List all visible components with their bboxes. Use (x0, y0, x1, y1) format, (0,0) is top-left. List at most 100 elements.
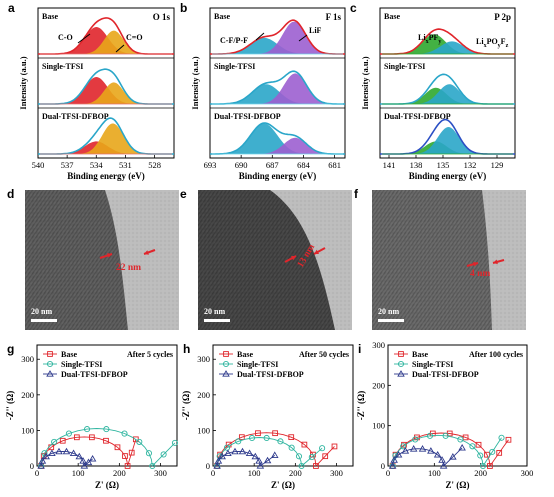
component-peak-1 (210, 123, 345, 154)
peak-label: C=O (126, 33, 143, 42)
data-point-circle (479, 462, 487, 470)
x-tick-label: 200 (289, 468, 302, 478)
xps-frame (37, 7, 175, 159)
xps-frame (379, 7, 516, 159)
data-point-triangle (439, 462, 448, 469)
data-point-square (484, 451, 490, 458)
legend-marker (397, 360, 405, 368)
data-point-circle (457, 436, 464, 443)
data-point-circle (263, 434, 270, 442)
data-point-triangle (388, 462, 397, 469)
data-point-triangle (438, 456, 446, 463)
row-label: Dual-TFSI-DFBOP (214, 112, 281, 121)
data-point-triangle (224, 449, 232, 457)
x-tick-label: 0 (211, 468, 215, 478)
xps-panel-a: a O 1s Base Single-TFSI Dual-TFSI-DFBOP C-O C=… (8, 1, 175, 181)
element-label: F 1s (326, 12, 342, 22)
data-point-triangle (409, 445, 418, 452)
peak-label: C-F/P-F (220, 36, 248, 45)
legend-label: Dual-TFSI-DFBOP (412, 370, 479, 379)
data-point-square (401, 441, 407, 448)
data-point-circle (442, 432, 449, 439)
data-point-triangle (255, 457, 263, 464)
x-tick-label: 537 (61, 160, 74, 170)
subscript: x (426, 39, 429, 45)
data-point-circle (103, 426, 110, 433)
data-point-triangle (427, 447, 435, 454)
data-point-triangle (38, 457, 47, 464)
y-axis-label: Intensity (a.u.) (18, 56, 28, 109)
y-tick-label: 100 (372, 421, 385, 431)
arrow-head (291, 255, 296, 261)
scalebar-label: 20 nm (31, 307, 52, 316)
fit-line (40, 428, 176, 467)
label-arrow (255, 32, 265, 41)
panel-letter-f: f (354, 187, 359, 201)
data-point-circle (121, 430, 128, 437)
data-point-triangle (55, 447, 63, 455)
y-tick-label: 0 (381, 461, 385, 471)
data-point-square (124, 463, 131, 469)
panel-letter-a: a (8, 1, 15, 15)
data-point-circle (84, 426, 91, 433)
xps-panel-b: b F 1s Base Single-TFSI Dual-TFSI-DFBOP C-F/P… (180, 1, 346, 181)
data-point-square (122, 453, 128, 459)
subscript: y (498, 43, 501, 49)
x-axis-label: Z' (Ω) (446, 480, 470, 490)
legend-marker (222, 360, 230, 368)
scalebar (378, 319, 404, 322)
fit-line (216, 437, 323, 467)
x-tick-label: 534 (90, 160, 104, 170)
data-point-circle (498, 434, 505, 441)
legend-label: Base (61, 350, 77, 359)
scalebar (204, 319, 230, 322)
x-tick-label: 132 (464, 160, 477, 170)
tem-panel-f: f 4 nm 20 nm (354, 187, 526, 330)
data-point-square (496, 450, 503, 456)
data-point-triangle (238, 447, 247, 455)
data-point-triangle (69, 449, 78, 457)
panel-letter-i: i (358, 342, 361, 356)
component-peak-2 (210, 73, 345, 104)
xps-panel-c: cP 2pBaseSingle-TFSIDual-TFSI-DFBOPLixPF… (350, 1, 516, 181)
envelope-curve (210, 122, 345, 155)
data-point-triangle (256, 462, 265, 469)
row-label: Dual-TFSI-DFBOP (42, 112, 109, 121)
x-tick-label: 141 (383, 160, 396, 170)
data-point-triangle (42, 452, 50, 460)
y-tick-label: 0 (206, 461, 210, 471)
legend-label: Single-TFSI (412, 360, 453, 369)
y-tick-label: 300 (21, 354, 34, 364)
scalebar-label: 20 nm (204, 307, 225, 316)
legend-marker (397, 370, 405, 377)
data-point-square (301, 441, 308, 448)
peak-label: LixPOyFz (476, 37, 509, 49)
element-label: O 1s (153, 12, 171, 22)
y-tick-label: 0 (30, 461, 34, 471)
data-point-triangle (214, 457, 223, 464)
data-point-circle (412, 436, 419, 443)
cycle-annotation: After 50 cycles (299, 350, 349, 359)
legend-label: Base (237, 350, 253, 359)
x-tick-label: 0 (35, 468, 39, 478)
data-point-triangle (401, 447, 410, 454)
data-point-square (272, 430, 278, 437)
x-tick-label: 100 (72, 468, 85, 478)
data-point-triangle (213, 462, 221, 469)
data-point-triangle (390, 456, 398, 463)
data-point-square (487, 463, 493, 469)
fit-line (216, 432, 335, 467)
fit-line (392, 434, 502, 468)
data-point-square (414, 434, 420, 441)
data-point-triangle (270, 451, 279, 458)
y-axis-label: Intensity (a.u.) (190, 56, 200, 109)
x-tick-label: 200 (113, 468, 126, 478)
data-point-triangle (79, 457, 87, 464)
x-tick-label: 684 (297, 160, 311, 170)
scalebar-label: 20 nm (378, 307, 399, 316)
component-peak-2 (38, 30, 174, 54)
data-point-triangle (48, 449, 56, 457)
x-tick-label: 135 (437, 160, 450, 170)
data-point-triangle (418, 445, 427, 452)
